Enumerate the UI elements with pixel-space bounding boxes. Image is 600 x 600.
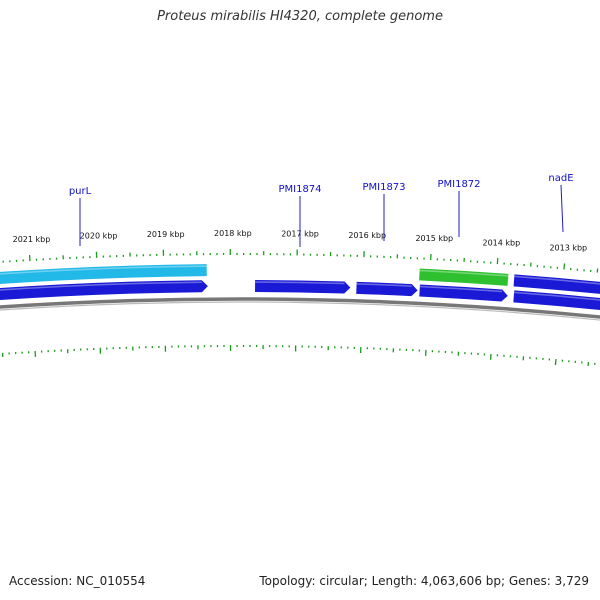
accession-text: Accession: NC_010554 xyxy=(9,574,146,588)
gene-PMI1873[interactable] xyxy=(356,281,418,297)
inner-tick xyxy=(554,359,557,366)
genome-stats-text: Topology: circular; Length: 4,063,606 bp… xyxy=(259,574,589,588)
inner-tick-ring xyxy=(1,345,596,367)
ruler-label: 2013 kbp xyxy=(549,244,587,253)
gene-PMI1874-highlight xyxy=(255,281,345,285)
ruler-label: 2015 kbp xyxy=(415,234,453,243)
gene-leader-line xyxy=(560,184,564,233)
ruler-label: 2018 kbp xyxy=(214,229,252,238)
gene-purL[interactable] xyxy=(0,264,207,285)
gene-PMI1872-outer-highlight xyxy=(419,269,509,277)
gene-nadE-outer[interactable] xyxy=(513,274,600,296)
map-title: Proteus mirabilis HI4320, complete genom… xyxy=(157,9,443,24)
gene-PMI1874[interactable] xyxy=(255,280,351,294)
gene-PMI1872[interactable] xyxy=(419,284,508,302)
gene-purL-inner-highlight xyxy=(0,281,202,291)
backbone-shadow xyxy=(0,301,600,321)
gene-label: purL xyxy=(69,186,92,197)
gene-PMI1872-highlight xyxy=(419,285,503,293)
gene-label: PMI1874 xyxy=(278,184,321,195)
gene-labels: purL PMI1874 PMI1873 PMI1872 nadE xyxy=(69,173,574,247)
gene-PMI1873-highlight xyxy=(356,283,412,287)
gene-nadE-inner[interactable] xyxy=(513,290,600,312)
gene-label: nadE xyxy=(548,173,573,184)
ruler-label: 2021 kbp xyxy=(13,235,51,244)
gene-nadE-outer-highlight xyxy=(514,275,600,285)
backbone-line xyxy=(0,297,600,319)
outer-tick-ring xyxy=(2,249,599,273)
gene-track xyxy=(0,264,600,312)
ruler-label: 2019 kbp xyxy=(147,230,185,239)
gene-purL-inner[interactable] xyxy=(0,280,208,301)
gene-nadE-inner-highlight xyxy=(514,291,600,301)
gene-purL-highlight xyxy=(0,265,207,275)
ruler-label: 2016 kbp xyxy=(348,231,386,240)
ruler-label: 2014 kbp xyxy=(482,238,520,247)
outer-tick xyxy=(563,263,566,270)
gene-label: PMI1873 xyxy=(362,182,405,193)
ruler-label: 2020 kbp xyxy=(80,232,118,241)
gene-label: PMI1872 xyxy=(437,179,480,190)
gene-PMI1872-outer[interactable] xyxy=(419,268,509,286)
genome-backbone xyxy=(0,297,600,321)
